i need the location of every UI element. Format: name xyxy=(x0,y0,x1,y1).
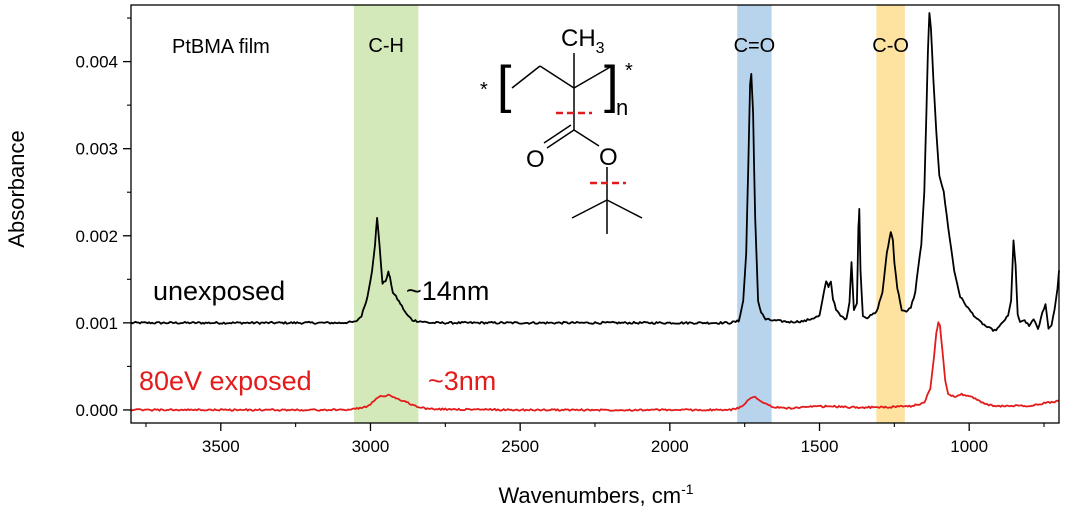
band-co xyxy=(876,5,905,423)
unexposed-thickness-label: ~14nm xyxy=(406,276,489,306)
band-labels: C-H C=O C-O xyxy=(368,35,909,57)
exposed-label: 80eV exposed xyxy=(139,366,312,396)
structure-ester-oxygen: O xyxy=(599,144,618,171)
structure-bracket-right: ] xyxy=(604,56,618,114)
x-tick-label: 3000 xyxy=(352,437,390,456)
structure-bond xyxy=(543,124,572,144)
structure-bond xyxy=(573,129,600,147)
structure-ch3-subscript: 3 xyxy=(596,40,605,57)
y-tick-label: 0.004 xyxy=(75,53,118,72)
structure-star-left: * xyxy=(480,79,488,101)
y-tick-label: 0.002 xyxy=(75,227,118,246)
series-group xyxy=(130,12,1060,412)
band-label: C-H xyxy=(368,35,404,57)
series-line-exposed xyxy=(130,321,1060,412)
film-label: PtBMA film xyxy=(172,36,270,58)
structure-ch3: CH3 xyxy=(561,25,605,57)
ptbma-structure: * [ CH3 ] n * O O xyxy=(480,25,643,234)
x-tick-label: 1000 xyxy=(950,437,988,456)
structure-bond xyxy=(546,129,575,149)
structure-bracket-left: [ xyxy=(497,56,512,114)
structure-bond xyxy=(573,65,613,89)
x-tick-label: 2000 xyxy=(651,437,689,456)
structure-star-right: * xyxy=(625,60,633,82)
unexposed-label: unexposed xyxy=(153,276,285,306)
series-line-unexposed xyxy=(130,12,1060,332)
band-label: C=O xyxy=(734,35,776,57)
structure-bond xyxy=(539,65,575,89)
structure-carbonyl-oxygen: O xyxy=(526,146,545,173)
y-tick-label: 0.003 xyxy=(75,140,118,159)
band-label: C-O xyxy=(872,35,909,57)
band-ch xyxy=(354,5,419,423)
x-axis-label: Wavenumbers, cm-1 xyxy=(498,481,693,508)
structure-bond xyxy=(571,199,608,219)
x-tick-label: 2500 xyxy=(501,437,539,456)
y-tick-label: 0.001 xyxy=(75,314,118,333)
x-tick-label: 3500 xyxy=(202,437,240,456)
y-axis-label: Absorbance xyxy=(4,130,29,247)
y-tick-label: 0.000 xyxy=(75,401,118,420)
x-axis-label-superscript: -1 xyxy=(681,481,694,497)
x-tick-label: 1500 xyxy=(801,437,839,456)
structure-n: n xyxy=(616,95,628,120)
structure-bond xyxy=(606,199,643,219)
structure-bond xyxy=(511,65,541,89)
exposed-thickness-label: ~3nm xyxy=(428,366,496,396)
y-axis: 0.000 0.001 0.002 0.003 0.004 xyxy=(75,17,131,420)
x-axis: 3500 3000 2500 2000 1500 1000 xyxy=(145,423,1045,456)
plot-frame xyxy=(130,4,1060,424)
